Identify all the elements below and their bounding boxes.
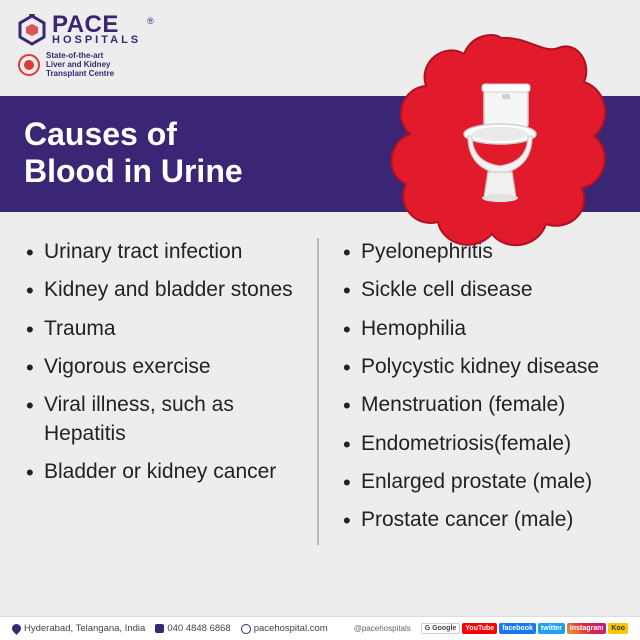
footer-location: Hyderabad, Telangana, India xyxy=(12,623,145,634)
causes-column-right: Pyelonephritis Sickle cell disease Hemop… xyxy=(317,238,616,545)
list-item: Trauma xyxy=(24,315,299,343)
list-item: Menstruation (female) xyxy=(341,391,616,419)
location-text: Hyderabad, Telangana, India xyxy=(24,623,145,634)
causes-column-left: Urinary tract infection Kidney and bladd… xyxy=(24,238,317,545)
youtube-badge: YouTube xyxy=(462,623,497,634)
twitter-badge: twitter xyxy=(538,623,565,634)
hero-graphic xyxy=(386,28,616,258)
causes-content: Urinary tract infection Kidney and bladd… xyxy=(0,212,640,545)
social-handle: @pacehospitals xyxy=(354,624,411,633)
google-badge: G Google xyxy=(421,623,461,634)
list-item: Sickle cell disease xyxy=(341,276,616,304)
footer: Hyderabad, Telangana, India 040 4848 686… xyxy=(0,616,640,640)
toilet-icon xyxy=(458,82,546,202)
globe-icon xyxy=(241,624,251,634)
list-item: Bladder or kidney cancer xyxy=(24,458,299,486)
list-item: Vigorous exercise xyxy=(24,353,299,381)
social-badges: G Google YouTube facebook twitter Instag… xyxy=(421,623,628,634)
phone-icon xyxy=(155,624,164,633)
brand-text: PACE HOSPITALS xyxy=(52,14,141,45)
brand-subtitle: HOSPITALS xyxy=(52,36,141,46)
footer-website: pacehospital.com xyxy=(241,623,328,634)
badge-circle-icon xyxy=(18,54,40,76)
list-item: Endometriosis(female) xyxy=(341,430,616,458)
badge-text: State-of-the-art Liver and Kidney Transp… xyxy=(46,52,114,78)
causes-list-left: Urinary tract infection Kidney and bladd… xyxy=(24,238,299,486)
pin-icon xyxy=(10,622,23,635)
list-item: Polycystic kidney disease xyxy=(341,353,616,381)
koo-badge: Koo xyxy=(608,623,628,634)
website-text: pacehospital.com xyxy=(254,623,328,634)
list-item: Prostate cancer (male) xyxy=(341,506,616,534)
list-item: Enlarged prostate (male) xyxy=(341,468,616,496)
causes-list-right: Pyelonephritis Sickle cell disease Hemop… xyxy=(341,238,616,535)
list-item: Viral illness, such as Hepatitis xyxy=(24,391,299,448)
phone-text: 040 4848 6868 xyxy=(167,623,230,634)
registered-mark: ® xyxy=(147,16,154,26)
hex-logo-icon xyxy=(18,14,46,46)
instagram-badge: Instagram xyxy=(567,623,606,634)
list-item: Urinary tract infection xyxy=(24,238,299,266)
badge-line3: Transplant Centre xyxy=(46,70,114,79)
list-item: Kidney and bladder stones xyxy=(24,276,299,304)
footer-phone: 040 4848 6868 xyxy=(155,623,230,634)
list-item: Hemophilia xyxy=(341,315,616,343)
brand-name: PACE xyxy=(52,14,141,36)
facebook-badge: facebook xyxy=(499,623,536,634)
